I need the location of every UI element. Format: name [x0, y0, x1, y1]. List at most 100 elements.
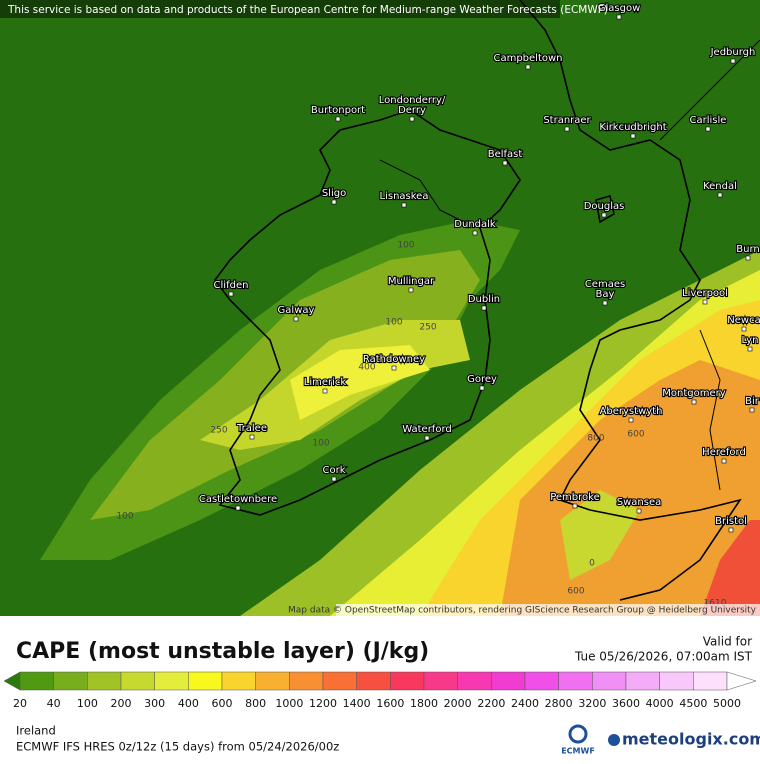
- colorbar-box: [457, 671, 492, 691]
- colorbar-label: 4500: [679, 697, 707, 710]
- colorbar-label: 3600: [612, 697, 640, 710]
- coast-isle-of-man: [595, 194, 615, 224]
- contour-label: 400: [358, 363, 375, 373]
- colorbar-box: [221, 671, 256, 691]
- colorbar-box: [693, 671, 728, 691]
- colorbar-label: 2000: [444, 697, 472, 710]
- city-dot: [691, 399, 697, 405]
- contour-label: 100: [312, 439, 329, 449]
- city-label: Tralee: [236, 423, 267, 434]
- city-label: Montgomery: [662, 388, 725, 399]
- cape-area: [700, 520, 760, 616]
- city-dot: [636, 508, 642, 514]
- city-label: Bir: [745, 396, 760, 407]
- colorbar-label: 40: [47, 697, 61, 710]
- colorbar-box: [19, 671, 54, 691]
- city-label: Bristol: [715, 516, 747, 527]
- city-dot: [479, 385, 485, 391]
- city-dot: [741, 326, 747, 332]
- city-label: Swansea: [617, 497, 661, 508]
- city-dot: [705, 126, 711, 132]
- colorbar-box: [188, 671, 223, 691]
- contour-label: 100: [397, 241, 414, 251]
- map: 100 100 250 400 250 100 100 800 600 0 600 1610 Glas…: [0, 0, 760, 616]
- city-label: Burn: [736, 244, 759, 255]
- city-label: Glasgow: [598, 3, 641, 14]
- city-dot: [525, 64, 531, 70]
- ecmwf-logo: ECMWF: [561, 747, 595, 756]
- contour-label: 100: [116, 512, 133, 522]
- city-label: Aberystwyth: [600, 406, 663, 417]
- city-label: Lisnaskea: [380, 191, 429, 202]
- city-dot: [293, 316, 299, 322]
- city-dot: [481, 305, 487, 311]
- city-label: Cemaes: [585, 279, 625, 290]
- border: [659, 39, 760, 491]
- city-dot: [502, 160, 508, 166]
- cities: Glasgow Campbeltown Jedburgh Burtonport Lond…: [198, 2, 760, 533]
- contour-label: 100: [385, 318, 402, 328]
- contour-labels: 100 100 250 400 250 100 100 800 600 0 600 1610: [116, 241, 726, 609]
- city-label: Belfast: [488, 149, 523, 160]
- colorbar-box: [289, 671, 324, 691]
- colorbar-box: [625, 671, 660, 691]
- city-label: Liverpool: [682, 288, 728, 299]
- credits-bg: [336, 604, 760, 616]
- city-dot: [335, 116, 341, 122]
- colorbar-label: 2200: [477, 697, 505, 710]
- city-dot: [472, 230, 478, 236]
- colorbar-below: [3, 671, 21, 691]
- city-dot: [391, 365, 397, 371]
- colorbar-label: 200: [111, 697, 132, 710]
- city-dot: [249, 434, 255, 440]
- colorbar-label: 1200: [309, 697, 337, 710]
- city-label: Sligo: [322, 188, 346, 199]
- legend-title: CAPE (most unstable layer) (J/kg): [16, 639, 429, 664]
- city-label: Campbeltown: [493, 53, 562, 64]
- city-dot: [424, 435, 430, 441]
- colorbar-label: 1400: [343, 697, 371, 710]
- city-label: Jedburgh: [710, 47, 756, 58]
- region: Ireland: [16, 724, 56, 738]
- contour-label: 800: [587, 434, 604, 444]
- city-label: Pembroke: [550, 492, 600, 503]
- city-label: Clifden: [214, 280, 249, 291]
- colorbar-label: 3200: [578, 697, 606, 710]
- coast-ireland: [214, 109, 521, 516]
- city-label: Dublin: [468, 294, 500, 305]
- city-dot: [331, 476, 337, 482]
- ecmwf-icon: [568, 724, 588, 744]
- contour-label: 250: [419, 323, 436, 333]
- city-label: Castletownbere: [199, 494, 277, 505]
- colorbar-box: [592, 671, 627, 691]
- city-label: Lyn: [742, 335, 759, 346]
- colorbar-label: 1000: [275, 697, 303, 710]
- contour-label: 250: [210, 426, 227, 436]
- city-label: Hereford: [702, 447, 746, 458]
- city-dot: [401, 202, 407, 208]
- city-dot: [747, 346, 753, 352]
- valid-time: Tue 05/26/2026, 07:00am IST: [574, 650, 753, 664]
- city-dot: [228, 291, 234, 297]
- coast-britain: [519, 0, 742, 601]
- colorbar-box: [120, 671, 155, 691]
- colorbar-above: [726, 671, 757, 691]
- colorbar-label: 300: [144, 697, 165, 710]
- city-dot: [702, 299, 708, 305]
- colorbar-label: 5000: [713, 697, 741, 710]
- colorbar-label: 1600: [376, 697, 404, 710]
- city-dot: [721, 458, 727, 464]
- colorbar-box: [255, 671, 290, 691]
- contour-label: 1610: [704, 599, 727, 609]
- colorbar-box: [558, 671, 593, 691]
- city-label: Carlisle: [690, 115, 727, 126]
- valid-label: Valid for: [703, 635, 752, 649]
- colorbar-box: [524, 671, 559, 691]
- colorbar-box: [53, 671, 88, 691]
- city-label: Kirkcudbright: [599, 122, 666, 133]
- city-label: Galway: [278, 305, 315, 316]
- city-dot: [745, 255, 751, 261]
- contour-label: 600: [627, 430, 644, 440]
- attribution: This service is based on data and produc…: [7, 4, 608, 16]
